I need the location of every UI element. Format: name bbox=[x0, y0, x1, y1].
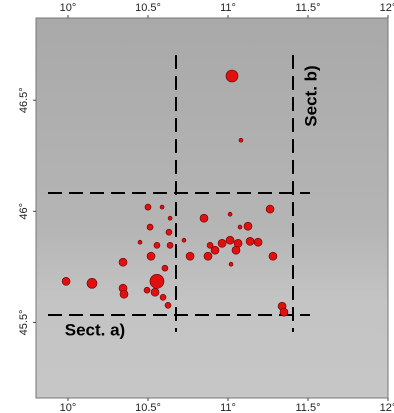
epicenter bbox=[182, 238, 186, 242]
epicenter bbox=[204, 252, 212, 260]
x-tick-label: 12° bbox=[380, 2, 394, 14]
y-tick-label: 45.5° bbox=[18, 310, 30, 336]
epicenter bbox=[151, 288, 159, 296]
section-label: Sect. a) bbox=[65, 320, 125, 339]
section-label: Sect. b) bbox=[301, 65, 320, 126]
epicenter bbox=[154, 242, 160, 248]
epicenter bbox=[218, 239, 226, 247]
x-tick-label: 10.5° bbox=[135, 2, 161, 14]
epicenter bbox=[138, 240, 142, 244]
epicenter bbox=[226, 70, 238, 82]
epicenter bbox=[232, 246, 240, 254]
epicenter bbox=[228, 212, 232, 216]
epicenter bbox=[200, 214, 208, 222]
epicenter bbox=[160, 205, 164, 209]
x-tick-label: 10.5° bbox=[135, 402, 161, 413]
epicenter bbox=[166, 229, 172, 235]
x-tick-label: 11° bbox=[220, 402, 236, 413]
epicenter bbox=[280, 308, 288, 316]
epicenter bbox=[226, 236, 234, 244]
epicenter bbox=[147, 224, 153, 230]
epicenter bbox=[246, 237, 254, 245]
epicenter bbox=[266, 205, 274, 213]
epicenter bbox=[150, 274, 164, 288]
epicenter bbox=[186, 252, 194, 260]
x-tick-label: 10° bbox=[60, 2, 77, 14]
epicenter bbox=[244, 222, 252, 230]
epicenter bbox=[147, 252, 155, 260]
x-tick-label: 11.5° bbox=[296, 2, 321, 14]
epicenter bbox=[145, 204, 151, 210]
epicenter bbox=[269, 252, 277, 260]
map: Sect. a) Sect. b) 10° 10° 10.5° 10.5° 11° 11°… bbox=[0, 0, 394, 413]
x-tick-label: 12° bbox=[380, 402, 394, 413]
epicenter bbox=[239, 138, 243, 142]
x-tick-label: 11° bbox=[220, 2, 236, 14]
x-tick-label: 11.5° bbox=[296, 402, 321, 413]
epicenter bbox=[165, 302, 171, 308]
epicenter bbox=[254, 238, 262, 246]
y-tick-label: 46° bbox=[18, 203, 30, 220]
epicenter bbox=[167, 242, 173, 248]
epicenter bbox=[119, 258, 127, 266]
epicenter bbox=[238, 225, 242, 229]
x-tick-label: 10° bbox=[60, 402, 77, 413]
epicenter bbox=[120, 290, 128, 298]
epicenter bbox=[229, 262, 233, 266]
epicenter bbox=[168, 216, 172, 220]
epicenter bbox=[162, 265, 168, 271]
epicenter bbox=[211, 246, 219, 254]
epicenter bbox=[160, 294, 166, 300]
y-tick-label: 46.5° bbox=[18, 87, 30, 113]
epicenter bbox=[87, 278, 97, 288]
relief-map bbox=[36, 18, 388, 398]
epicenter bbox=[62, 277, 70, 285]
epicenter bbox=[144, 287, 150, 293]
